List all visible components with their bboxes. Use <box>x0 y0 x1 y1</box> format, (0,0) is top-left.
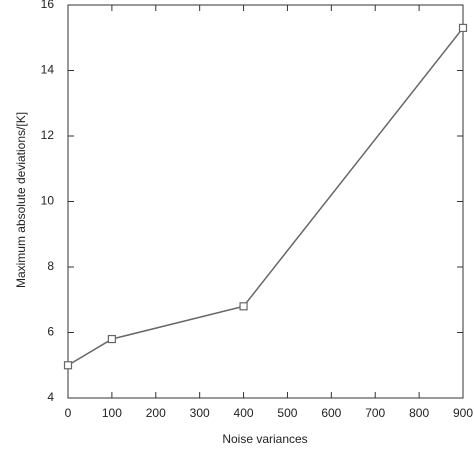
x-tick-label: 300 <box>190 406 210 420</box>
y-axis-label: Maximum absolute deviations/[K] <box>14 112 28 288</box>
y-tick-label: 6 <box>47 325 54 339</box>
y-tick-label: 8 <box>47 259 54 273</box>
x-tick-label: 500 <box>277 406 297 420</box>
y-tick-label: 14 <box>41 63 55 77</box>
x-tick-label: 700 <box>365 406 385 420</box>
x-tick-label: 200 <box>146 406 166 420</box>
data-marker <box>107 334 116 344</box>
data-marker <box>63 361 73 370</box>
y-tick-label: 4 <box>47 390 54 404</box>
x-tick-label: 800 <box>409 406 429 420</box>
x-tick-label: 0 <box>65 406 72 420</box>
x-tick-label: 100 <box>102 406 122 420</box>
plot-frame <box>67 4 464 399</box>
y-tick-label: 10 <box>41 194 55 208</box>
y-tick-label: 16 <box>41 0 55 11</box>
x-axis-label: Noise variances <box>222 432 307 446</box>
data-marker <box>239 302 248 311</box>
data-line <box>67 27 464 366</box>
x-tick-label: 900 <box>453 406 473 420</box>
y-tick-label: 12 <box>41 128 55 142</box>
x-tick-label: 600 <box>321 406 341 420</box>
data-marker <box>458 23 468 33</box>
x-tick-label: 400 <box>234 406 254 420</box>
